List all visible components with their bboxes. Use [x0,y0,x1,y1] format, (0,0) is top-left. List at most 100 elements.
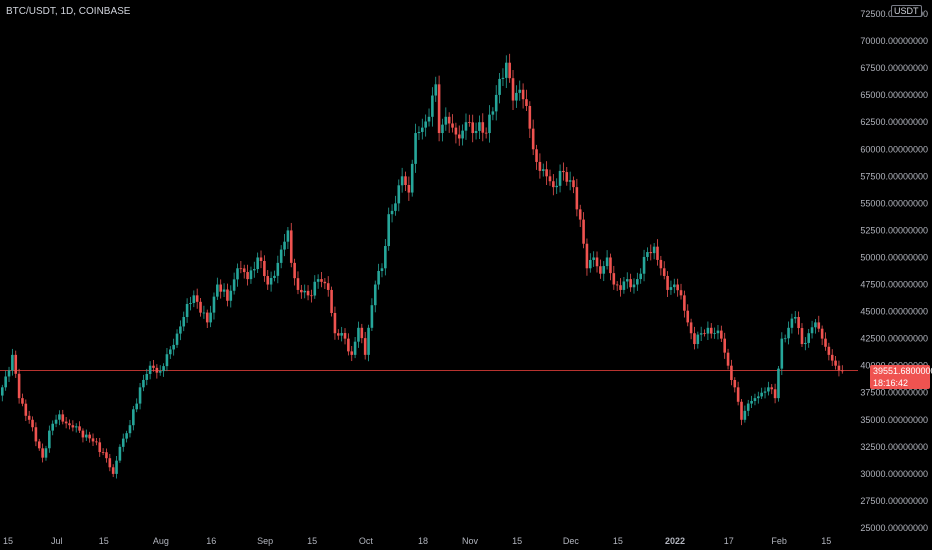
candle-body [142,379,145,388]
candle-down [723,332,726,359]
price-chart[interactable] [0,0,858,530]
candle-up [515,85,518,108]
candle-body [699,333,703,335]
candle-body [491,111,495,115]
symbol-title[interactable]: BTC/USDT, 1D, COINBASE [6,6,131,17]
candle-down [575,178,579,217]
candle-body [226,289,229,301]
candle-body [239,268,243,270]
candle-body [205,312,209,323]
candle-down [552,174,555,196]
candle-body [91,438,95,442]
candle-body [182,316,186,327]
candle-body [246,272,249,280]
candle-body [511,78,515,101]
candle-body [98,442,102,453]
candle-down [619,278,622,297]
candle-down [481,113,485,142]
candle-body [427,116,431,122]
candle-body [743,410,747,420]
candle-body [558,170,562,186]
candle-body [763,391,767,393]
candle-down [239,261,243,274]
candle-up [589,253,592,273]
candle-body [656,246,659,260]
y-tick-label: 30000.00000000 [860,469,928,479]
candle-up [397,179,401,212]
candle-up [518,80,522,101]
y-tick-label: 25000.00000000 [860,523,928,533]
candle-up [501,68,505,86]
candle-up [713,327,716,339]
candle-body [263,260,266,277]
candle-up [175,329,179,348]
candle-body [417,131,421,134]
candle-body [750,400,753,404]
candle-body [726,352,730,366]
candle-body [767,387,770,392]
candle-down [451,114,454,133]
candle-body [78,426,81,431]
candle-body [709,327,713,334]
candle-body [333,312,337,334]
candle-down [333,306,337,340]
candle-down [841,365,844,374]
y-tick-label: 37500.00000000 [860,388,928,398]
candle-body [74,426,78,428]
countdown-label: 18:16:42 [873,377,909,388]
y-tick-label: 67500.00000000 [860,63,928,73]
candle-body [814,322,817,328]
candle-down [572,176,575,194]
candle-body [165,354,169,367]
currency-badge[interactable]: USDT [891,5,922,17]
candle-body [313,281,317,296]
candle-body [310,295,313,297]
candle-up [706,321,710,340]
candle-body [407,185,411,193]
candle-up [182,311,186,332]
candle-up [716,325,720,340]
candle-body [58,414,61,420]
candle-down [770,384,774,395]
candle-up [505,55,508,89]
candle-down [679,283,683,300]
candle-body [145,373,149,380]
candle-down [508,53,511,83]
candle-body [582,219,585,244]
candle-body [565,172,569,182]
candle-down [155,364,159,379]
y-tick-labels: 72500.0000000070000.0000000067500.000000… [860,9,928,533]
candle-body [394,203,397,211]
candle-body [306,290,310,296]
candle-up [269,271,273,292]
candle-body [323,281,327,284]
candle-down [14,350,18,378]
candle-down [733,377,737,393]
candle-body [807,333,810,343]
time-axis[interactable]: 15 Jul 15 Aug 16 Sep 15 Oct 18 Nov 15 Dec 15 2022 17 Fe… [0,530,858,550]
candle-up [232,272,236,295]
candle-body [760,392,763,397]
candle-body [179,326,182,334]
candle-down [609,253,612,281]
candle-body [31,419,34,428]
candle-body [689,322,693,334]
y-tick-label: 70000.00000000 [860,36,928,46]
x-tick-label: 15 [821,536,831,546]
candle-down [538,153,542,179]
candle-down [740,399,743,426]
x-tick-label: 15 [512,536,522,546]
candle-up [48,425,51,453]
candle-body [424,121,427,128]
candle-body [683,295,686,311]
candle-up [541,163,545,177]
price-scale[interactable]: 72500.0000000070000.0000000067500.000000… [858,0,932,550]
candle-body [568,180,572,182]
candle-down [730,359,733,386]
candle-down [195,288,199,309]
x-tick-label: 15 [99,536,109,546]
candle-body [340,333,343,336]
candle-down [404,171,407,192]
candle-body [21,398,24,404]
candle-body [222,289,226,292]
